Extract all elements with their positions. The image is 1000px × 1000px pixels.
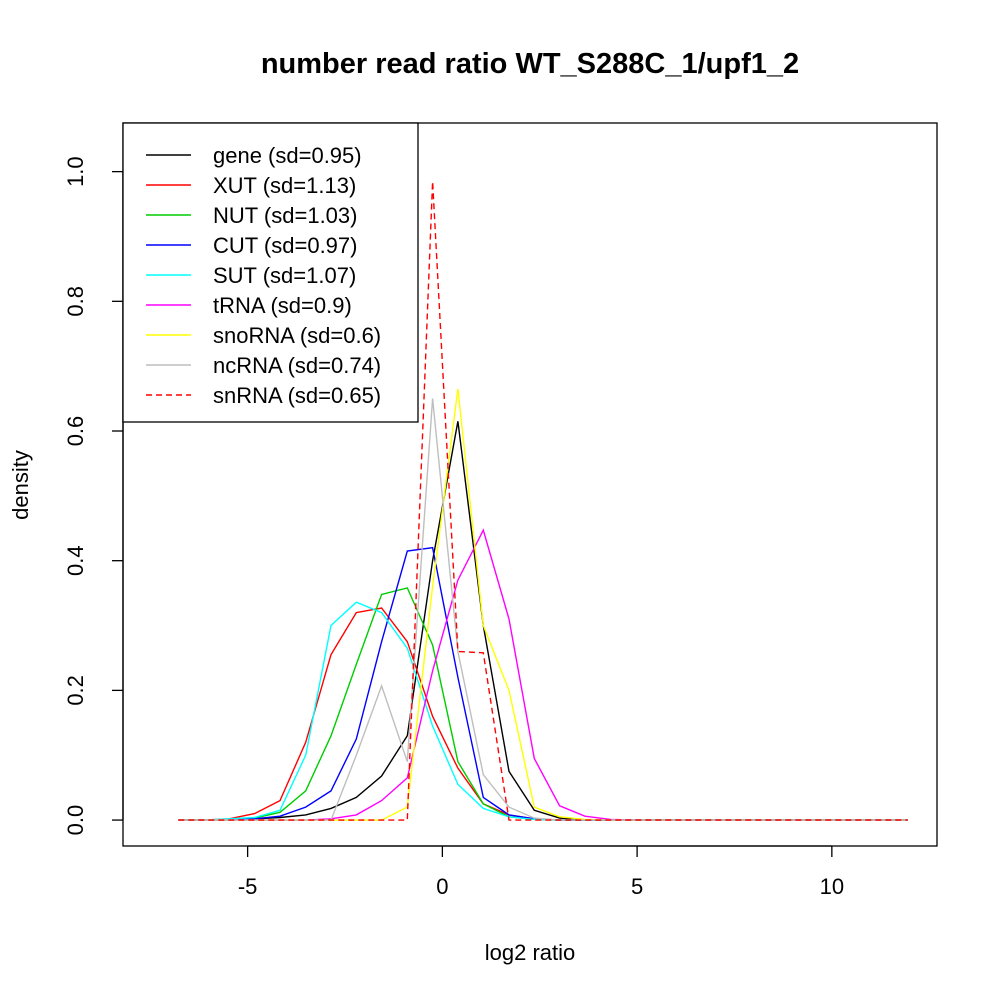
y-tick-label: 0.4 [63, 545, 88, 576]
chart-title: number read ratio WT_S288C_1/upf1_2 [261, 48, 799, 80]
series-line-trna [178, 528, 908, 821]
series-line-snrna [178, 181, 908, 821]
legend: gene (sd=0.95) XUT (sd=1.13) NUT (sd=1.03)… [122, 122, 419, 423]
legend-label-nut: NUT (sd=1.03) [213, 203, 357, 228]
x-tick-label: 0 [436, 874, 448, 899]
x-tick-label: -5 [238, 874, 258, 899]
series-line-xut [178, 607, 908, 821]
y-tick-label: 0.0 [63, 805, 88, 836]
y-tick-label: 0.6 [63, 416, 88, 447]
legend-label-trna: tRNA (sd=0.9) [213, 293, 352, 318]
legend-label-gene: gene (sd=0.95) [213, 143, 362, 168]
y-tick-label: 1.0 [63, 156, 88, 187]
y-axis-label: density [8, 450, 33, 520]
legend-label-snrna: snRNA (sd=0.65) [213, 383, 381, 408]
legend-box [122, 122, 419, 423]
series-line-cut [178, 546, 908, 821]
series-line-gene [178, 421, 908, 821]
legend-label-sut: SUT (sd=1.07) [213, 263, 356, 288]
x-axis: -5 0 5 10 [238, 845, 844, 899]
legend-label-xut: XUT (sd=1.13) [213, 173, 356, 198]
y-axis: 0.0 0.2 0.4 0.6 0.8 1.0 [63, 156, 124, 836]
series-layer [178, 181, 908, 821]
y-tick-label: 0.8 [63, 286, 88, 317]
x-axis-label: log2 ratio [485, 940, 576, 965]
legend-label-snorna: snoRNA (sd=0.6) [213, 323, 381, 348]
series-line-nut [178, 587, 908, 821]
series-line-sut [178, 601, 908, 821]
y-tick-label: 0.2 [63, 675, 88, 706]
x-tick-label: 5 [631, 874, 643, 899]
legend-label-ncrna: ncRNA (sd=0.74) [213, 353, 381, 378]
legend-label-cut: CUT (sd=0.97) [213, 233, 357, 258]
x-tick-label: 10 [820, 874, 844, 899]
series-line-ncrna [178, 398, 908, 821]
series-line-snorna [178, 388, 908, 821]
